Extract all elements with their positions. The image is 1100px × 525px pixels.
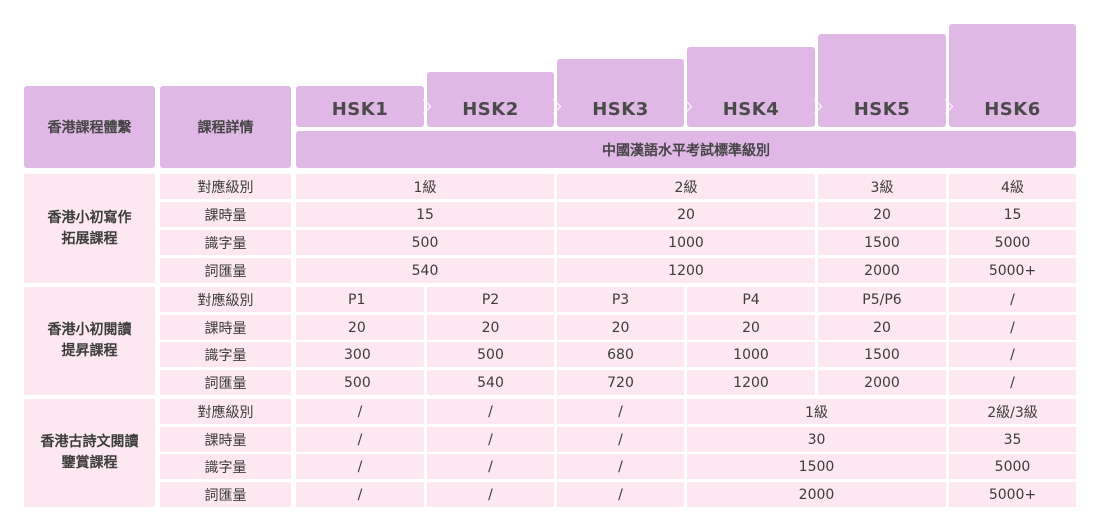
row-label: 課時量 — [160, 202, 291, 227]
hsk-level-1-label: HSK1 — [331, 99, 389, 120]
table-cell: / — [557, 427, 684, 452]
hsk-level-2: HSK2 — [427, 72, 554, 127]
table-cell: 2000 — [818, 258, 946, 283]
row-label: 識字量 — [160, 454, 291, 479]
table-cell: P4 — [687, 287, 815, 312]
course-name-line1: 香港小初寫作 — [47, 209, 132, 226]
row-label: 詞匯量 — [160, 482, 291, 507]
hsk-level-6: HSK6 — [949, 24, 1076, 127]
table-cell: 5000 — [949, 454, 1076, 479]
table-cell: / — [427, 399, 554, 424]
table-cell: / — [949, 370, 1076, 395]
table-cell: 2級 — [557, 174, 815, 199]
table-cell: 2000 — [687, 482, 946, 507]
table-cell: 2級/3級 — [949, 399, 1076, 424]
table-cell: / — [949, 342, 1076, 367]
table-cell: 500 — [296, 230, 554, 255]
table-cell: 20 — [557, 202, 815, 227]
table-cell: 4級 — [949, 174, 1076, 199]
table-cell: / — [427, 482, 554, 507]
course-name-line2: 鑒賞課程 — [61, 455, 118, 471]
table-cell: 1000 — [687, 342, 815, 367]
table-cell: 5000+ — [949, 482, 1076, 507]
hsk-level-4: HSK4 — [687, 47, 815, 127]
hsk-level-3-label: HSK3 — [592, 99, 649, 120]
hsk-level-5: HSK5 — [818, 34, 946, 127]
table-cell: / — [296, 454, 424, 479]
table-cell: P3 — [557, 287, 684, 312]
table-cell: 500 — [427, 342, 554, 367]
table-cell: P1 — [296, 287, 424, 312]
table-cell: 15 — [296, 202, 554, 227]
table-cell: 20 — [687, 315, 815, 340]
row-label: 對應級別 — [160, 287, 291, 312]
course-name-line2: 拓展課程 — [61, 230, 118, 247]
row-label: 識字量 — [160, 230, 291, 255]
exam-standard-label: 中國漢語水平考試標準級別 — [602, 142, 770, 159]
table-cell: 1級 — [296, 174, 554, 199]
hsk-level-4-label: HSK4 — [722, 99, 780, 120]
table-cell: 20 — [296, 315, 424, 340]
table-cell: / — [427, 454, 554, 479]
table-cell: / — [296, 399, 424, 424]
table-cell: 20 — [427, 315, 554, 340]
table-cell: 1200 — [557, 258, 815, 283]
table-cell: / — [557, 482, 684, 507]
table-cell: 3級 — [818, 174, 946, 199]
table-cell: 540 — [427, 370, 554, 395]
table-cell: 720 — [557, 370, 684, 395]
table-cell: 15 — [949, 202, 1076, 227]
hsk-level-3: HSK3 — [557, 59, 684, 127]
row-label: 課時量 — [160, 315, 291, 340]
course-name-writing: 香港小初寫作 拓展課程 — [24, 174, 155, 283]
table-cell: 1000 — [557, 230, 815, 255]
header-course-system: 香港課程體繫 — [24, 86, 155, 168]
table-cell: / — [296, 482, 424, 507]
table-cell: 20 — [557, 315, 684, 340]
table-cell: 540 — [296, 258, 554, 283]
table-cell: 20 — [818, 315, 946, 340]
row-label: 詞匯量 — [160, 370, 291, 395]
table-cell: 1級 — [687, 399, 946, 424]
table-cell: 1200 — [687, 370, 815, 395]
row-label: 詞匯量 — [160, 258, 291, 283]
header-course-detail-label: 課程詳情 — [197, 120, 254, 136]
table-cell: 20 — [818, 202, 946, 227]
course-name-line1: 香港古詩文閱讀 — [40, 434, 139, 450]
row-label: 對應級別 — [160, 174, 291, 199]
hsk-level-5-label: HSK5 — [853, 99, 911, 120]
table-cell: 680 — [557, 342, 684, 367]
table-cell: / — [427, 427, 554, 452]
table-cell: 1500 — [687, 454, 946, 479]
table-cell: P2 — [427, 287, 554, 312]
table-cell: 30 — [687, 427, 946, 452]
table-cell: 2000 — [818, 370, 946, 395]
hsk-level-2-label: HSK2 — [462, 99, 519, 120]
table-cell: 35 — [949, 427, 1076, 452]
table-cell: 5000+ — [949, 258, 1076, 283]
course-name-reading: 香港小初閱讀 提昇課程 — [24, 287, 155, 395]
table-cell: / — [949, 287, 1076, 312]
table-cell: 1500 — [818, 342, 946, 367]
header-course-detail: 課程詳情 — [160, 86, 291, 168]
header-course-system-label: 香港課程體繫 — [47, 120, 132, 136]
table-cell: 500 — [296, 370, 424, 395]
hsk-level-6-label: HSK6 — [984, 99, 1041, 120]
row-label: 課時量 — [160, 427, 291, 452]
table-cell: 300 — [296, 342, 424, 367]
table-cell: / — [557, 454, 684, 479]
table-cell: P5/P6 — [818, 287, 946, 312]
course-name-line2: 提昇課程 — [61, 343, 118, 359]
row-label: 識字量 — [160, 342, 291, 367]
hsk-level-1: HSK1 — [296, 86, 424, 127]
course-name-line1: 香港小初閱讀 — [47, 322, 132, 338]
row-label: 對應級別 — [160, 399, 291, 424]
table-cell: 5000 — [949, 230, 1076, 255]
table-cell: / — [296, 427, 424, 452]
table-cell: 1500 — [818, 230, 946, 255]
course-name-classical: 香港古詩文閱讀 鑒賞課程 — [24, 399, 155, 507]
table-cell: / — [949, 315, 1076, 340]
table-cell: / — [557, 399, 684, 424]
exam-standard-bar: 中國漢語水平考試標準級別 — [296, 131, 1076, 168]
